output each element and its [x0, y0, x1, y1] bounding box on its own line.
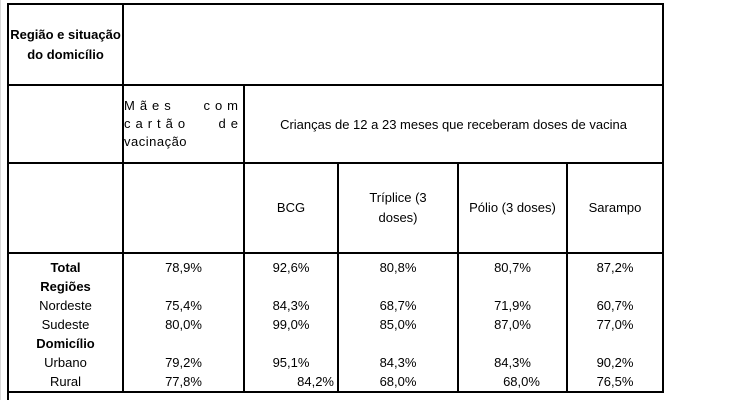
row-label: Sudeste — [41, 317, 90, 332]
cell-value: 77,8% — [165, 374, 202, 389]
vaccine-header-row: BCG Tríplice (3 doses) Pólio (3 doses) S… — [7, 162, 665, 254]
triplice-values-column: 80,8% 68,7% 85,0% 84,3% 68,0% — [337, 252, 459, 393]
empty-cell — [7, 162, 124, 254]
region-label-column: Total Regiões Nordeste Sudeste Domicílio… — [7, 252, 124, 393]
maes-header-line-2: cartão de — [124, 115, 243, 133]
cell-value: 80,0% — [165, 317, 202, 332]
criancas-header-label: Crianças de 12 a 23 meses que receberam … — [280, 116, 627, 132]
cell-value — [124, 277, 243, 296]
cell-value: 84,3% — [494, 355, 531, 370]
cell-value: 87,0% — [494, 317, 531, 332]
cell-value: 68,0% — [503, 374, 540, 389]
cell-value: 71,9% — [494, 298, 531, 313]
cell-value — [568, 334, 662, 353]
maes-word: Mães — [124, 98, 176, 113]
row-label: Regiões — [40, 279, 91, 294]
cell-value: 84,3% — [272, 298, 310, 313]
cell-value: 78,9% — [165, 260, 202, 275]
cell-value: 92,6% — [272, 260, 310, 275]
corner-header-cell: Região e situação do domicílio — [7, 3, 124, 86]
cell-value — [124, 334, 243, 353]
column-header-triplice: Tríplice (3 doses) — [337, 162, 459, 254]
cell-value: 75,4% — [165, 298, 202, 313]
column-header-label: Tríplice (3 doses) — [369, 190, 427, 225]
header-row-1: Região e situação do domicílio — [7, 3, 665, 86]
cell-value: 77,0% — [596, 317, 634, 332]
row-label: Total — [50, 260, 81, 275]
next-row-border-stub — [7, 388, 9, 400]
cell-value: 84,3% — [379, 355, 417, 370]
column-header-label: Pólio (3 doses) — [469, 200, 556, 215]
sarampo-values-column: 87,2% 60,7% 77,0% 90,2% 76,5% — [565, 252, 665, 393]
maes-header-line-1: Mães com — [124, 97, 243, 115]
cell-value — [339, 277, 457, 296]
column-header-label: Sarampo — [588, 200, 642, 215]
cell-value — [245, 334, 337, 353]
vaccination-table: Região e situação do domicílio Mães com … — [7, 3, 665, 393]
cell-value: 87,2% — [596, 260, 634, 275]
cell-value: 68,7% — [379, 298, 417, 313]
cell-value — [568, 277, 662, 296]
cell-value: 85,0% — [379, 317, 417, 332]
cell-value — [339, 334, 457, 353]
maes-header-line-3: vacinação — [124, 134, 188, 149]
cell-value: 80,8% — [379, 260, 417, 275]
maes-header-cell: Mães com cartão de vacinação — [122, 84, 245, 164]
empty-cell — [122, 162, 245, 254]
row-label: Domicílio — [36, 336, 95, 351]
polio-values-column: 80,7% 71,9% 87,0% 84,3% 68,0% — [457, 252, 568, 393]
empty-header-cell — [121, 3, 665, 86]
cell-value: 84,2% — [297, 374, 334, 389]
maes-word: de — [218, 116, 243, 131]
header-row-2: Mães com cartão de vacinação Crianças de… — [7, 84, 665, 164]
cell-value: 76,5% — [596, 374, 634, 389]
maes-values-column: 78,9% 75,4% 80,0% 79,2% 77,8% — [122, 252, 245, 393]
cell-value: 60,7% — [596, 298, 634, 313]
criancas-header-cell: Crianças de 12 a 23 meses que receberam … — [242, 84, 665, 164]
corner-header-label: Região e situação do domicílio — [10, 26, 121, 62]
cell-value — [459, 334, 566, 353]
cell-value: 79,2% — [165, 355, 202, 370]
cell-value: 95,1% — [272, 355, 310, 370]
empty-cell — [7, 84, 124, 164]
row-label: Urbano — [44, 355, 87, 370]
cell-value: 80,7% — [494, 260, 531, 275]
cell-value: 99,0% — [272, 317, 310, 332]
maes-word: cartão — [124, 116, 191, 131]
cell-value: 68,0% — [379, 374, 417, 389]
cell-value — [245, 277, 337, 296]
maes-word: com — [203, 98, 243, 113]
screenshot-edge-line — [0, 0, 1, 400]
column-header-bcg: BCG — [243, 162, 339, 254]
data-block-row: Total Regiões Nordeste Sudeste Domicílio… — [7, 252, 665, 393]
bcg-values-column: 92,6% 84,3% 99,0% 95,1% 84,2% — [243, 252, 339, 393]
cell-value — [459, 277, 566, 296]
row-label: Rural — [49, 374, 82, 389]
row-label: Nordeste — [39, 298, 92, 313]
column-header-sarampo: Sarampo — [565, 162, 665, 254]
cell-value: 90,2% — [596, 355, 634, 370]
column-header-polio: Pólio (3 doses) — [457, 162, 568, 254]
column-header-label: BCG — [276, 200, 306, 215]
